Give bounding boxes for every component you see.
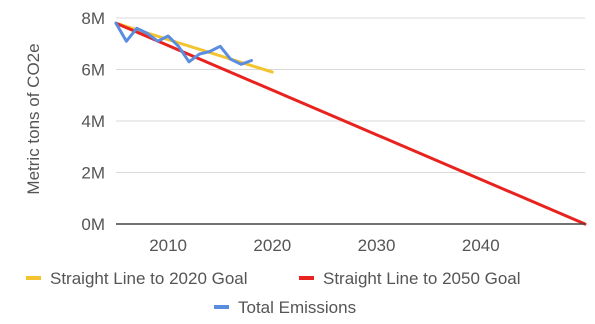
y-tick-label-0: 0M [81, 215, 105, 234]
series-lines [114, 21, 587, 226]
legend: Straight Line to 2020 Goal Straight Line … [26, 269, 521, 317]
series-line-1 [114, 21, 587, 226]
y-tick-label-2: 4M [81, 112, 105, 131]
series-line-2 [114, 21, 253, 66]
x-tick-label-1: 2020 [253, 236, 291, 255]
x-tick-label-2: 2030 [358, 236, 396, 255]
y-axis-title: Metric tons of CO2e [24, 43, 43, 194]
y-tick-label-1: 2M [81, 164, 105, 183]
legend-label-0: Straight Line to 2020 Goal [50, 269, 248, 288]
gridlines [116, 17, 585, 173]
legend-label-1: Straight Line to 2050 Goal [323, 269, 521, 288]
y-tick-labels: 0M 2M 4M 6M 8M [81, 9, 105, 234]
y-tick-label-3: 6M [81, 61, 105, 80]
y-tick-label-4: 8M [81, 9, 105, 28]
x-tick-labels: 2010 2020 2030 2040 [149, 236, 499, 255]
x-tick-label-3: 2040 [462, 236, 500, 255]
legend-label-2: Total Emissions [238, 298, 356, 317]
x-tick-label-0: 2010 [149, 236, 187, 255]
